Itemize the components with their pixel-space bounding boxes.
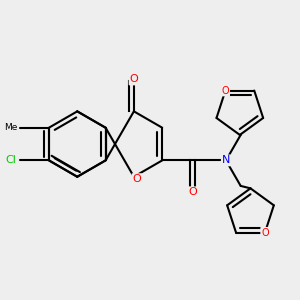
Text: O: O <box>261 228 269 238</box>
Text: Cl: Cl <box>6 155 16 165</box>
Text: O: O <box>130 74 138 85</box>
Text: O: O <box>188 187 197 197</box>
Text: Me: Me <box>4 123 17 132</box>
Text: O: O <box>133 174 141 184</box>
Text: O: O <box>222 85 229 96</box>
Text: N: N <box>222 155 230 165</box>
